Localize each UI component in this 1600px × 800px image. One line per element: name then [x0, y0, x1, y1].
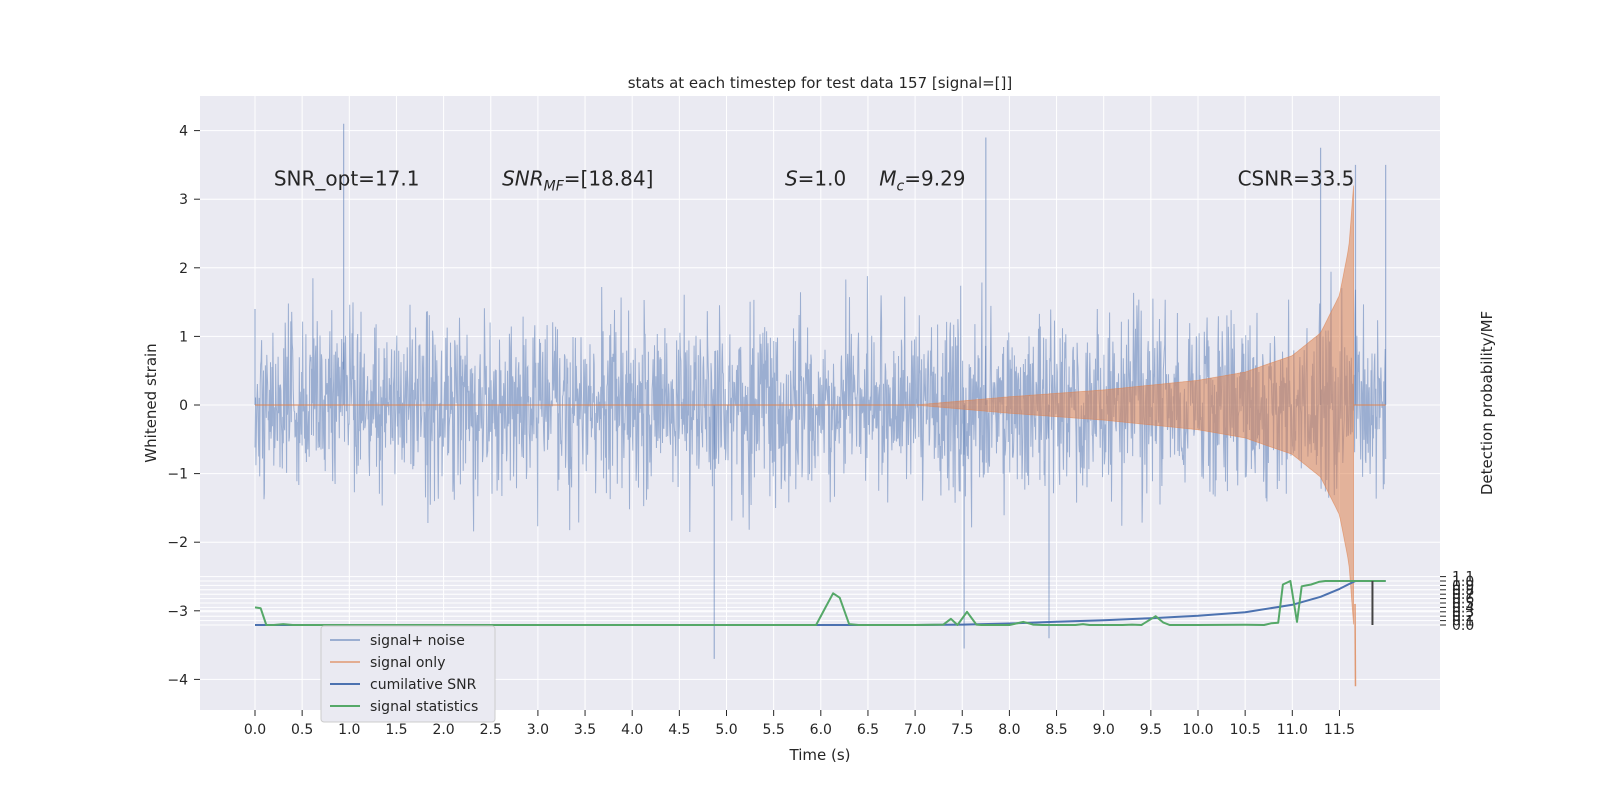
y-tick-label-left: −1	[167, 467, 188, 483]
annotation: S=1.0	[785, 166, 846, 190]
y-tick-label-right: 0.1	[1452, 614, 1474, 630]
chart-title: stats at each timestep for test data 157…	[628, 74, 1013, 92]
x-tick-label: 3.5	[574, 722, 596, 738]
x-tick-label: 8.0	[998, 722, 1020, 738]
y-tick-label-left: 0	[179, 398, 188, 414]
legend-label: cumilative SNR	[370, 677, 477, 693]
annotation: SNRMF=[18.84]	[502, 166, 653, 194]
y-tick-label-right: 0.4	[1452, 600, 1474, 616]
annotation: CSNR=33.5	[1238, 166, 1355, 190]
y-tick-label-left: 4	[179, 124, 188, 140]
annotation: Mc=9.29	[879, 166, 965, 194]
x-axis-label: Time (s)	[789, 746, 851, 764]
y-tick-label-right: 0.3	[1452, 605, 1474, 621]
x-tick-label: 2.0	[432, 722, 454, 738]
x-tick-label: 8.5	[1045, 722, 1067, 738]
x-tick-label: 2.5	[480, 722, 502, 738]
x-tick-label: 3.0	[527, 722, 549, 738]
x-tick-label: 6.5	[857, 722, 879, 738]
x-tick-label: 6.0	[810, 722, 832, 738]
y-tick-label-right: 1.0	[1452, 574, 1474, 590]
x-tick-label: 9.0	[1093, 722, 1115, 738]
y-axis-label-right: Detection probability/MF	[1478, 311, 1496, 495]
x-tick-label: 0.0	[244, 722, 266, 738]
x-tick-label: 11.5	[1324, 722, 1355, 738]
x-tick-label: 7.5	[951, 722, 973, 738]
y-tick-label-left: −2	[167, 535, 188, 551]
y-tick-label-right: 0.5	[1452, 596, 1474, 612]
x-tick-label: 10.0	[1182, 722, 1213, 738]
signal-statistics-line	[254, 580, 1386, 626]
y-tick-label-right: 0.0	[1452, 618, 1474, 634]
x-tick-label: 1.5	[385, 722, 407, 738]
y-tick-label-right: 0.2	[1452, 609, 1474, 625]
y-tick-label-right: 0.8	[1452, 583, 1474, 599]
x-tick-label: 11.0	[1277, 722, 1308, 738]
x-tick-label: 5.0	[715, 722, 737, 738]
annotation: SNR_opt=17.1	[274, 166, 420, 190]
x-tick-label: 9.5	[1140, 722, 1162, 738]
x-tick-label: 1.0	[338, 722, 360, 738]
x-tick-label: 5.5	[763, 722, 785, 738]
y-axis-label-left: Whitened strain	[142, 343, 160, 462]
noise-band	[254, 123, 1387, 659]
y-tick-label-right: 0.7	[1452, 587, 1474, 603]
y-tick-label-right: 1.1	[1452, 570, 1474, 586]
legend-label: signal statistics	[370, 699, 478, 715]
y-tick-label-right: 0.6	[1452, 592, 1474, 608]
y-tick-label-left: 2	[179, 261, 188, 277]
x-tick-label: 4.0	[621, 722, 643, 738]
legend: signal+ noise signal only cumilative SNR si…	[320, 625, 496, 723]
y-tick-label-left: −3	[167, 604, 188, 620]
x-axis: 0.0 0.5 1.0 1.5 2.0 2.5 3.0 3.5 4.0 4.5 5.0 5.5 6.0 6…	[244, 710, 1355, 738]
legend-label: signal+ noise	[370, 633, 465, 649]
y-axis-right: 1.11.00.90.80.70.60.50.40.30.20.10.0	[1440, 570, 1474, 634]
x-tick-label: 10.5	[1230, 722, 1261, 738]
legend-box	[320, 625, 496, 723]
y-tick-label-right: 0.9	[1452, 578, 1474, 594]
legend-label: signal only	[370, 655, 445, 671]
y-tick-label-left: −4	[167, 672, 188, 688]
x-tick-label: 4.5	[668, 722, 690, 738]
series-layer	[254, 185, 1386, 687]
y-tick-label-left: 3	[179, 192, 188, 208]
x-tick-label: 7.0	[904, 722, 926, 738]
y-tick-label-left: 1	[179, 329, 188, 345]
y-axis-left: 4 3 2 1 0 −1 −2 −3 −4	[167, 124, 200, 688]
x-tick-label: 0.5	[291, 722, 313, 738]
annotations: SNR_opt=17.1 SNRMF=[18.84] S=1.0 Mc=9.29 CSN…	[274, 166, 1355, 194]
